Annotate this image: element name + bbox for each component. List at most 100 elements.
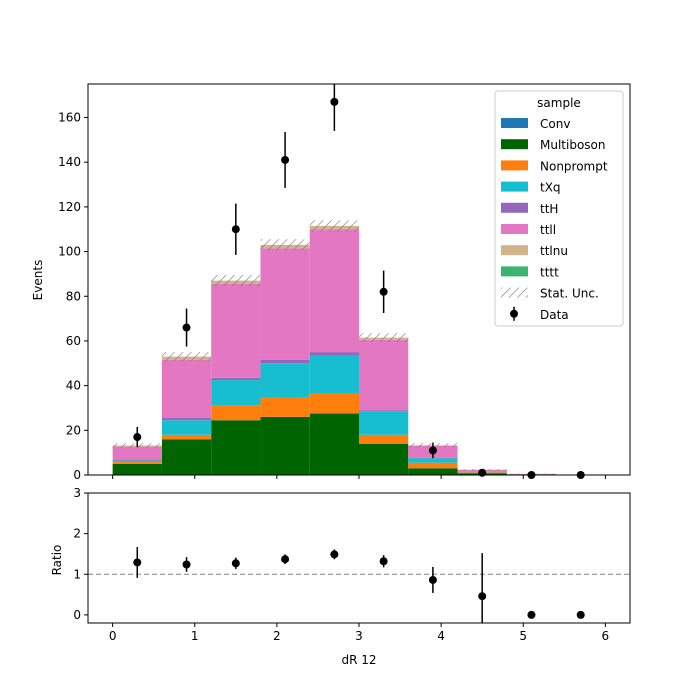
bar-ttll-2 [211, 283, 261, 378]
data-point-5 [379, 287, 388, 296]
stat-unc-band-1 [161, 352, 212, 362]
ratio-xtick-label-5: 5 [519, 629, 527, 643]
main-ytick-label-40: 40 [66, 379, 81, 393]
bar-multiboson-5 [359, 443, 409, 475]
legend-marker-data [510, 309, 518, 318]
ratio-x-ticks: 0 1 2 3 4 5 6 [109, 623, 609, 643]
ratio-panel: 0 1 2 3 0 1 2 3 4 5 6 Ratio dR 12 [50, 486, 631, 667]
bar-multiboson-6 [408, 468, 458, 475]
ratio-point-4 [330, 550, 339, 559]
bar-nonprompt-4 [309, 393, 359, 414]
legend-swatch-ttll [501, 224, 528, 234]
x-axis-label: dR 12 [341, 653, 376, 667]
bar-multiboson-2 [211, 420, 261, 475]
ratio-ytick-label-0: 0 [73, 608, 81, 622]
ratio-point-0 [133, 558, 142, 567]
ratio-ytick-label-2: 2 [73, 527, 81, 541]
data-point-1 [182, 323, 191, 332]
main-ytick-label-160: 160 [58, 111, 81, 125]
ratio-point-9 [576, 610, 585, 619]
bar-nonprompt-6 [408, 462, 458, 469]
bar-nonprompt-5 [359, 434, 409, 444]
bar-tth-3 [260, 359, 310, 364]
data-point-7 [478, 468, 487, 477]
legend-items: Conv Multiboson Nonprompt tXq ttH ttll ttlnu tt… [501, 117, 608, 322]
bar-txq-2 [211, 380, 261, 406]
main-ytick-label-20: 20 [66, 423, 81, 437]
bar-nonprompt-0 [112, 461, 162, 464]
bar-ttll-3 [260, 248, 310, 360]
legend-label-multiboson: Multiboson [540, 138, 606, 152]
ratio-xtick-label-2: 2 [273, 629, 281, 643]
main-ytick-label-0: 0 [73, 468, 81, 482]
bar-multiboson-0 [112, 463, 162, 475]
main-y-axis-label: Events [31, 260, 45, 301]
legend-label-tttt: tttt [540, 265, 559, 279]
main-ytick-label-120: 120 [58, 200, 81, 214]
data-point-4 [330, 97, 339, 106]
stat-unc-band-5 [359, 333, 409, 343]
bar-txq-4 [309, 355, 359, 394]
legend: sample Conv Multiboson Nonprompt tXq ttH ttll… [494, 90, 624, 327]
bar-tth-2 [211, 377, 261, 381]
legend-swatch-nonprompt [501, 160, 528, 171]
bar-tth-5 [359, 410, 409, 412]
legend-swatch-tttt [501, 266, 528, 277]
legend-swatch-multiboson [501, 139, 528, 150]
bar-tth-1 [161, 418, 212, 421]
ratio-y-axis-label: Ratio [50, 545, 64, 576]
ratio-xtick-label-1: 1 [191, 629, 199, 643]
legend-swatch-stat-unc [501, 287, 528, 298]
ratio-xtick-label-4: 4 [437, 629, 445, 643]
bar-txq-3 [260, 363, 310, 398]
legend-label-data: Data [540, 308, 569, 322]
ratio-point-6 [428, 575, 437, 584]
bar-txq-5 [359, 411, 409, 435]
ratio-point-7 [478, 592, 487, 601]
bar-nonprompt-2 [211, 405, 261, 421]
ratio-ytick-label-3: 3 [73, 486, 81, 500]
bar-txq-6 [408, 458, 458, 463]
legend-swatch-ttlnu [501, 245, 528, 256]
ratio-point-2 [231, 559, 240, 568]
legend-swatch-txq [501, 181, 528, 192]
legend-label-txq: tXq [540, 181, 561, 195]
main-y-ticks: 0 20 40 60 80 100 120 140 160 [58, 111, 88, 482]
data-point-6 [428, 446, 437, 455]
data-point-3 [281, 155, 290, 164]
main-panel: 0 20 40 60 80 100 120 140 160 Events [31, 83, 631, 482]
bar-ttll-4 [309, 229, 359, 353]
main-ytick-label-140: 140 [58, 155, 81, 169]
ratio-point-5 [379, 557, 388, 566]
legend-swatch-conv [501, 118, 528, 128]
data-point-0 [133, 433, 142, 442]
stacked-bars [112, 225, 557, 475]
bar-nonprompt-3 [260, 397, 310, 417]
bar-ttll-0 [112, 446, 162, 461]
stat-unc-band-2 [211, 275, 261, 287]
legend-swatch-tth [501, 202, 528, 213]
bar-multiboson-3 [260, 416, 310, 475]
main-ytick-label-100: 100 [58, 245, 81, 259]
stat-unc-band-3 [260, 239, 310, 251]
ratio-xtick-label-6: 6 [602, 629, 610, 643]
legend-label-nonprompt: Nonprompt [540, 159, 608, 173]
bar-tth-4 [309, 352, 359, 356]
ratio-ytick-label-1: 1 [73, 567, 81, 581]
ratio-point-8 [527, 610, 536, 619]
ratio-xtick-label-0: 0 [109, 629, 117, 643]
ratio-point-1 [182, 560, 191, 569]
legend-label-ttll: ttll [540, 223, 556, 237]
main-x-ticks [112, 475, 606, 479]
bar-multiboson-1 [161, 439, 212, 475]
main-ytick-label-80: 80 [66, 289, 81, 303]
main-ytick-label-60: 60 [66, 334, 81, 348]
bar-nonprompt-1 [161, 434, 212, 440]
bar-txq-0 [112, 460, 162, 462]
ratio-xtick-label-3: 3 [355, 629, 363, 643]
legend-label-ttlnu: ttlnu [540, 244, 568, 258]
ratio-points [133, 547, 585, 623]
bar-txq-1 [161, 420, 212, 435]
legend-title: sample [537, 96, 581, 110]
